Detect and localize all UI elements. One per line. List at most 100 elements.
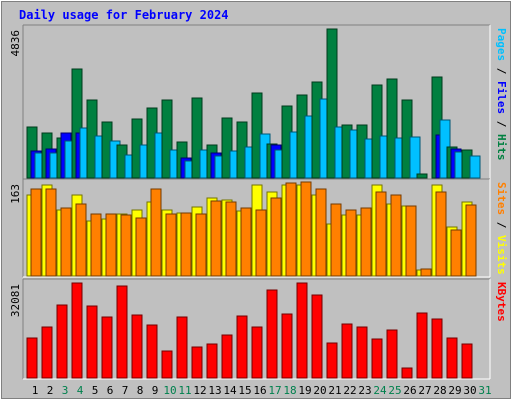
bar-sites-day-7 [120, 214, 132, 277]
panel-bars [26, 181, 477, 277]
x-tick-day-14: 14 [223, 384, 237, 397]
x-tick-day-30: 30 [463, 384, 476, 397]
x-tick-day-29: 29 [448, 384, 461, 397]
bar-kbytes-day-10 [161, 350, 173, 379]
bar-hits-day-24 [371, 84, 383, 179]
bar-sites-day-27 [420, 268, 432, 277]
bar-sites-day-1 [30, 188, 42, 277]
bar-sites-day-21 [330, 203, 342, 277]
x-tick-day-18: 18 [283, 384, 296, 397]
x-tick-day-3: 3 [62, 384, 69, 397]
axis-label-part: Files [495, 81, 508, 114]
bar-kbytes-day-16 [251, 326, 263, 379]
bar-kbytes-day-18 [281, 313, 293, 379]
bar-sites-day-19 [300, 181, 312, 277]
bar-sites-day-8 [135, 217, 147, 277]
bar-sites-day-12 [195, 213, 207, 277]
bar-hits-day-27 [416, 173, 428, 179]
bar-hits-day-21 [326, 28, 338, 179]
x-tick-day-21: 21 [328, 384, 341, 397]
chart-panels: 4836 Pages / Files / Hits 163 Sites / Visit… [9, 24, 508, 380]
bar-kbytes-day-23 [356, 326, 368, 379]
chart-title: Daily usage for February 2024 [19, 8, 229, 22]
bar-kbytes-day-1 [26, 337, 38, 379]
bar-sites-day-6 [105, 213, 117, 277]
bar-kbytes-day-15 [236, 315, 248, 379]
axis-label-part: Hits [495, 134, 508, 161]
x-tick-day-24: 24 [373, 384, 387, 397]
bar-kbytes-day-11 [176, 316, 188, 379]
x-tick-day-10: 10 [163, 384, 176, 397]
bar-kbytes-day-30 [461, 343, 473, 379]
bar-sites-day-28 [435, 191, 447, 277]
x-tick-day-25: 25 [388, 384, 401, 397]
x-tick-day-1: 1 [32, 384, 39, 397]
x-axis-day-labels: 1 2 3 4 5 6 7 8 9 10 11 12 13 14 15 16 17 18 19 20 21 22 23 24 2… [32, 384, 492, 397]
bar-kbytes-day-27 [416, 312, 428, 379]
bar-hits-day-10 [161, 99, 173, 179]
panel-bars [26, 28, 481, 179]
x-tick-day-7: 7 [122, 384, 129, 397]
bar-sites-day-23 [360, 207, 372, 277]
bar-sites-day-11 [180, 212, 192, 277]
bar-kbytes-day-14 [221, 334, 233, 379]
x-tick-day-2: 2 [47, 384, 54, 397]
bar-kbytes-day-24 [371, 338, 383, 379]
bar-kbytes-day-6 [101, 316, 113, 379]
bar-sites-day-14 [225, 201, 237, 277]
bar-kbytes-day-19 [296, 282, 308, 379]
bar-hits-day-25 [386, 78, 398, 179]
x-tick-day-20: 20 [313, 384, 326, 397]
axis-label-part: Pages [495, 28, 508, 61]
panel-hits-files-pages: 4836 Pages / Files / Hits [9, 24, 508, 180]
x-tick-day-22: 22 [343, 384, 356, 397]
x-tick-day-6: 6 [107, 384, 114, 397]
bar-sites-day-3 [60, 207, 72, 277]
x-tick-day-4: 4 [77, 384, 84, 397]
x-tick-day-8: 8 [137, 384, 144, 397]
bar-kbytes-day-4 [71, 282, 83, 379]
axis-label-part: KBytes [495, 282, 508, 322]
axis-label-part: Sites [495, 182, 508, 215]
bar-sites-day-20 [315, 188, 327, 277]
bar-kbytes-day-9 [146, 324, 158, 379]
panel-visits-sites: 163 Sites / Visits [9, 178, 508, 278]
x-tick-day-9: 9 [152, 384, 159, 397]
bar-kbytes-day-26 [401, 367, 413, 379]
bar-kbytes-day-12 [191, 346, 203, 379]
axis-label-part: / [495, 61, 508, 81]
x-tick-day-5: 5 [92, 384, 99, 397]
panel-ymax-label: 32081 [9, 284, 22, 317]
x-tick-day-11: 11 [178, 384, 191, 397]
bar-kbytes-day-25 [386, 329, 398, 379]
x-tick-day-12: 12 [193, 384, 206, 397]
bar-sites-day-24 [375, 191, 387, 277]
bar-kbytes-day-20 [311, 294, 323, 379]
bar-kbytes-day-3 [56, 304, 68, 379]
panel-axis-label: Pages / Files / Hits [495, 28, 508, 161]
bar-pages-day-30 [469, 155, 481, 179]
bar-kbytes-day-21 [326, 342, 338, 379]
panel-ymax-label: 4836 [9, 30, 22, 57]
bar-kbytes-day-29 [446, 337, 458, 379]
x-tick-day-31: 31 [478, 384, 491, 397]
x-tick-day-28: 28 [433, 384, 446, 397]
axis-label-part: / [495, 114, 508, 134]
x-tick-day-15: 15 [238, 384, 251, 397]
bar-sites-day-16 [255, 209, 267, 277]
bar-sites-day-4 [75, 203, 87, 277]
panel-ymax-label: 163 [9, 184, 22, 204]
x-tick-day-16: 16 [253, 384, 266, 397]
x-tick-day-26: 26 [403, 384, 416, 397]
bar-kbytes-day-2 [41, 326, 53, 379]
bar-sites-day-13 [210, 200, 222, 277]
axis-label-part: / [495, 215, 508, 235]
bar-sites-day-18 [285, 182, 297, 277]
bar-sites-day-30 [465, 204, 477, 277]
bar-kbytes-day-22 [341, 323, 353, 379]
bar-sites-day-2 [45, 188, 57, 277]
bar-sites-day-22 [345, 209, 357, 277]
bar-sites-day-25 [390, 194, 402, 277]
